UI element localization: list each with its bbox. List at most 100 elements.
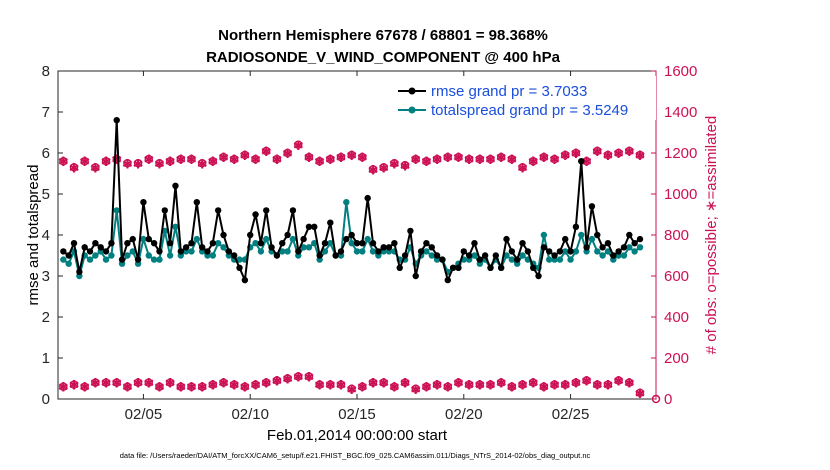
obs-assimilated-star: ✱ — [325, 379, 336, 394]
obs-possible-point — [443, 152, 453, 162]
obs-possible-point — [379, 378, 388, 387]
totalspread-point — [92, 252, 99, 259]
totalspread-point — [279, 248, 286, 255]
obs-possible-point — [294, 372, 303, 381]
obs-assimilated-star: ✱ — [303, 370, 314, 385]
y-right-tick-label: 0 — [664, 391, 672, 408]
rmse-point — [182, 244, 190, 251]
legend-marker-totalspread — [408, 106, 416, 114]
chart-title-line1: Northern Hemisphere 67678 / 68801 = 98.3… — [218, 27, 548, 44]
obs-possible-point — [550, 154, 559, 164]
rmse-point — [615, 248, 622, 255]
obs-possible-point — [219, 378, 228, 387]
obs-possible-point — [187, 382, 196, 391]
y-left-tick-label: 2 — [42, 309, 50, 326]
obs-assimilated-star: ✱ — [207, 379, 218, 394]
obs-assimilated-star: ✱ — [250, 379, 261, 394]
obs-assimilated-star: ✱ — [581, 375, 592, 390]
obs-assimilated-star: ✱ — [143, 153, 154, 168]
obs-assimilated-star: ✱ — [218, 151, 229, 166]
rmse-point — [492, 252, 500, 259]
rmse-point — [289, 207, 297, 214]
rmse-point — [540, 244, 548, 251]
legend-entry-totalspread: totalspread grand pr = 3.5249 — [431, 102, 628, 119]
obs-assimilated-star: ✱ — [154, 381, 165, 396]
obs-possible-point — [571, 148, 581, 158]
rmse-point — [284, 231, 291, 239]
obs-assimilated-star: ✱ — [69, 379, 80, 394]
rmse-point — [134, 256, 142, 263]
obs-possible-point — [69, 380, 79, 389]
rmse-point — [108, 240, 115, 247]
totalspread-point — [572, 248, 580, 255]
obs-possible-point — [582, 376, 591, 385]
totalspread-point — [220, 244, 227, 251]
totalspread-point — [65, 260, 72, 267]
obs-assimilated-star: ✱ — [197, 381, 208, 396]
rmse-point — [487, 264, 494, 271]
obs-possible-point — [112, 154, 121, 164]
legend: rmse grand pr = 3.7033 totalspread grand… — [396, 76, 656, 120]
obs-assimilated-star: ✱ — [122, 157, 133, 172]
totalspread-point — [327, 240, 334, 247]
obs-assimilated-star: ✱ — [389, 381, 400, 396]
totalspread-point — [60, 256, 67, 263]
obs-assimilated-star: ✱ — [90, 161, 101, 176]
obs-possible-point — [528, 156, 538, 166]
y-left-tick-label: 3 — [42, 268, 50, 285]
obs-assimilated-star: ✱ — [602, 149, 613, 164]
x-axis-label: Feb.01,2014 00:00:00 start — [267, 427, 448, 444]
y-right-tick-label: 200 — [664, 350, 689, 367]
obs-assimilated-star: ✱ — [250, 153, 261, 168]
obs-possible-point — [368, 165, 378, 174]
obs-possible-point — [496, 152, 506, 162]
totalspread-point — [620, 252, 628, 259]
y-axis-left-label: rmse and totalspread — [25, 165, 42, 306]
totalspread-point — [166, 252, 174, 259]
rmse-point — [503, 235, 510, 243]
y-right-tick-label: 600 — [664, 268, 689, 285]
obs-assimilated-star: ✱ — [624, 145, 635, 160]
obs-assimilated-star: ✱ — [293, 139, 304, 154]
rmse-point — [166, 240, 174, 247]
rmse-point — [113, 117, 120, 124]
obs-possible-point — [208, 380, 218, 389]
obs-possible-point — [358, 382, 367, 391]
rmse-point — [60, 248, 67, 255]
obs-assimilated-star: ✱ — [624, 377, 635, 392]
rmse-point — [391, 240, 398, 247]
rmse-point — [508, 248, 516, 255]
totalspread-point — [364, 235, 371, 243]
rmse-point — [396, 264, 403, 271]
obs-possible-point — [251, 380, 260, 389]
obs-assimilated-star: ✱ — [602, 379, 613, 394]
totalspread-point — [140, 235, 147, 243]
obs-assimilated-star: ✱ — [122, 381, 133, 396]
obs-assimilated-star: ✱ — [549, 153, 560, 168]
obs-possible-point — [560, 150, 570, 160]
x-tick-label: 02/15 — [338, 406, 376, 423]
obs-possible-point — [133, 378, 143, 387]
totalspread-point — [321, 248, 329, 255]
obs-assimilated-star: ✱ — [421, 381, 432, 396]
rmse-point — [343, 235, 350, 243]
obs-possible-point — [155, 159, 164, 168]
rmse-point — [214, 207, 222, 214]
obs-assimilated-star: ✱ — [528, 155, 539, 170]
totalspread-point — [578, 231, 585, 239]
totalspread-point — [540, 231, 548, 239]
obs-possible-point — [454, 152, 463, 162]
y-right-tick-label: 1200 — [664, 145, 697, 162]
rmse-point — [257, 240, 265, 247]
obs-assimilated-star: ✱ — [389, 157, 400, 172]
totalspread-point — [508, 256, 516, 263]
rmse-point — [145, 235, 152, 243]
x-tick-label: 02/25 — [552, 406, 590, 423]
obs-possible-point — [614, 148, 623, 158]
footnote: data file: /Users/raeder/DAI/ATM_forcXX/… — [120, 451, 591, 460]
obs-assimilated-star: ✱ — [635, 387, 646, 402]
rmse-point — [364, 194, 371, 202]
y-axis-right-label: # of obs: o=possible; ∗=assimilated — [703, 116, 720, 355]
totalspread-point — [343, 199, 350, 206]
rmse-point — [273, 252, 281, 259]
